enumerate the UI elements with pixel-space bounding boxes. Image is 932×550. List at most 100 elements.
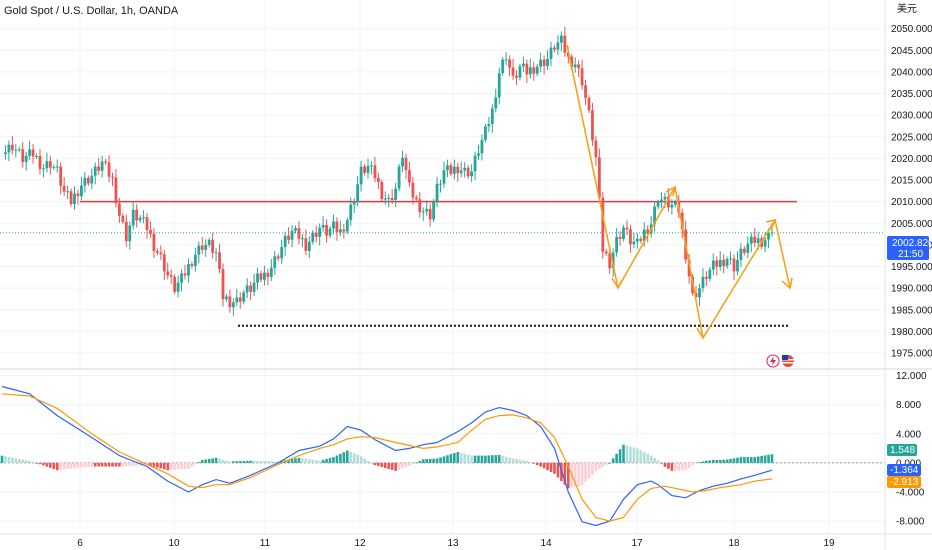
histogram-bar — [345, 450, 349, 463]
candle-body — [559, 35, 563, 43]
candle-body — [28, 149, 32, 156]
histogram-bar — [515, 459, 518, 463]
candle-body — [435, 183, 439, 202]
candle-body — [546, 58, 549, 66]
candle-body — [214, 252, 218, 254]
candle-body — [656, 202, 660, 207]
histogram-bar — [263, 461, 266, 463]
histogram-bar — [587, 462, 591, 479]
candle-body — [297, 228, 301, 239]
candle-body — [155, 250, 159, 253]
candle-body — [149, 230, 152, 234]
candle-body — [729, 258, 732, 260]
histogram-bar — [159, 462, 163, 469]
candle-body — [563, 35, 567, 53]
histogram-bar — [194, 462, 197, 465]
time-tick-label: 6 — [77, 538, 83, 549]
histogram-bar — [577, 462, 580, 487]
candle-body — [356, 184, 360, 203]
histogram-bar — [667, 462, 670, 469]
histogram-bar — [266, 461, 270, 463]
candle-body — [573, 64, 577, 68]
histogram-bar — [311, 459, 315, 463]
candle-body — [370, 165, 373, 167]
histogram-bar — [653, 458, 656, 463]
candle-body — [580, 68, 584, 86]
candle-body — [715, 260, 719, 267]
price-tick-label: 1985.000 — [891, 305, 932, 316]
projection-arrows[interactable] — [566, 44, 793, 340]
histogram-bar — [435, 458, 439, 463]
histogram-bar — [556, 462, 560, 478]
candle-body — [359, 166, 363, 185]
histogram-bar — [97, 462, 100, 467]
candle-body — [314, 232, 318, 237]
candle-body — [287, 235, 290, 240]
histogram-bar — [290, 459, 294, 463]
histogram-bar — [477, 455, 480, 463]
histogram-bar — [321, 459, 325, 463]
histogram-bar — [249, 460, 252, 463]
candle-body — [104, 161, 107, 163]
histogram-bar — [11, 457, 14, 463]
histogram-bar — [211, 458, 214, 463]
current-price-tag: 2002.820 21:50 — [887, 236, 932, 260]
lightning-icon[interactable] — [766, 354, 780, 368]
candle-body — [521, 63, 525, 67]
candle-body — [263, 272, 266, 280]
price-tick-label: 2025.000 — [891, 132, 932, 143]
histogram-bar — [273, 461, 277, 463]
candle-body — [328, 228, 332, 236]
candle-body — [439, 183, 442, 185]
candle-body — [173, 276, 177, 292]
candle-body — [142, 217, 145, 219]
arrow-head — [696, 327, 709, 340]
histogram-bar — [235, 461, 239, 463]
arrow-head — [665, 185, 677, 197]
histogram-bar — [28, 460, 31, 463]
candle-body — [449, 165, 453, 174]
candle-body — [207, 240, 211, 245]
candle-body — [17, 149, 21, 151]
histogram-bar — [62, 462, 66, 470]
histogram-bar — [746, 457, 750, 463]
candle-body — [342, 229, 346, 232]
candle-body — [604, 251, 608, 254]
histogram-bar — [691, 462, 694, 466]
candle-body — [632, 241, 636, 245]
histogram-bar — [214, 457, 218, 463]
histogram-bar — [660, 462, 663, 464]
candle-body — [618, 236, 622, 239]
histogram-bar — [107, 462, 111, 467]
histogram-bar — [456, 452, 460, 463]
candle-body — [532, 67, 536, 74]
histogram-bar — [708, 460, 712, 463]
histogram-bar — [125, 462, 128, 467]
candle-body — [145, 217, 149, 231]
time-axis[interactable]: 6 10 11 12 13 14 17 18 19 — [77, 538, 835, 549]
histogram-bar — [225, 460, 228, 463]
histogram-bar — [601, 462, 605, 467]
time-tick-label: 14 — [540, 538, 552, 549]
us-flag-icon[interactable] — [782, 355, 794, 367]
candle-body — [238, 297, 242, 302]
histogram-bar — [280, 460, 283, 463]
candle-body — [611, 252, 615, 269]
candle-body — [245, 285, 249, 293]
histogram-bar — [59, 462, 62, 470]
price-axis[interactable]: 2050.000 2045.000 2040.000 2035.000 2030.000… — [891, 24, 932, 359]
candle-body — [204, 244, 208, 250]
histogram-bar — [80, 462, 83, 468]
candle-body — [73, 193, 76, 205]
candle-body — [225, 296, 228, 300]
candle-body — [770, 232, 774, 234]
candle-body — [518, 66, 522, 78]
candle-body — [394, 188, 398, 201]
candle-body — [694, 293, 698, 298]
histogram-bar — [642, 452, 646, 463]
candle-body — [570, 56, 574, 68]
price-tick-label: 2050.000 — [891, 24, 932, 35]
candle-body — [732, 258, 736, 272]
macd-axis[interactable]: 12.000 8.000 4.000 0.000 -4.000 -8.000 — [896, 371, 927, 527]
